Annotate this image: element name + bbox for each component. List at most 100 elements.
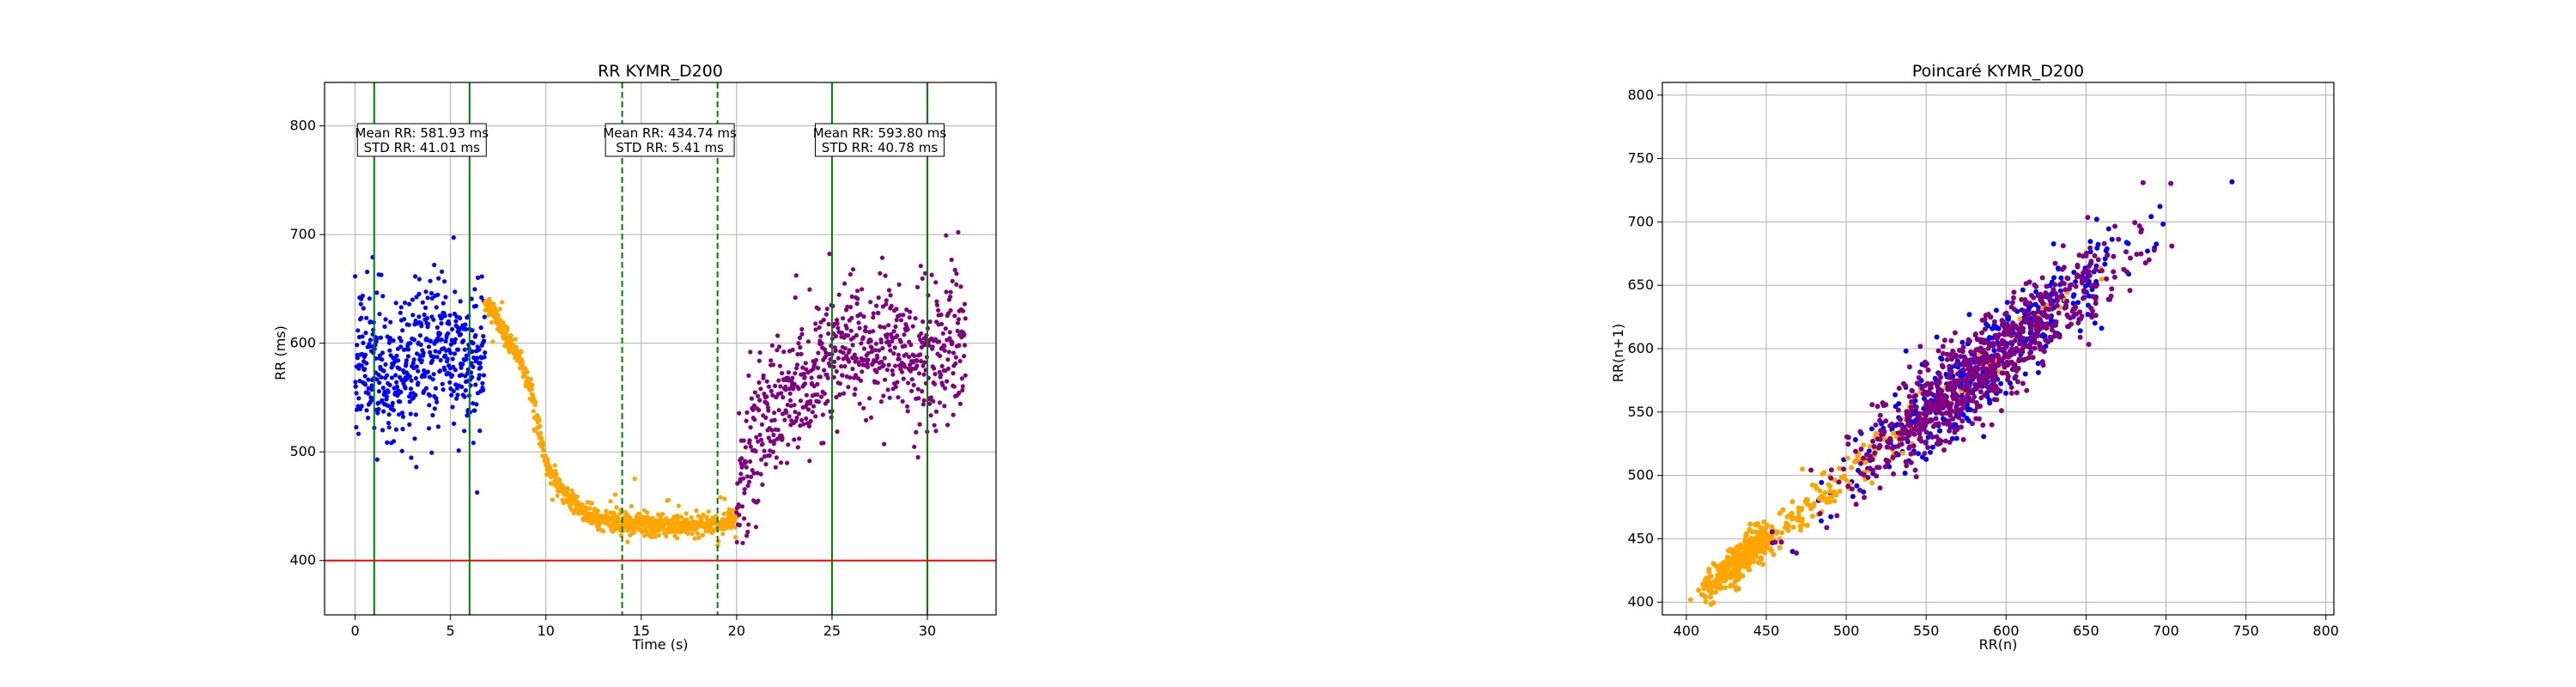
rr-point bbox=[447, 313, 453, 318]
poincare-point bbox=[1972, 355, 1978, 361]
rr-point bbox=[537, 418, 542, 423]
poincare-point bbox=[2014, 390, 2020, 396]
rr-point bbox=[366, 391, 371, 396]
poincare-point bbox=[1845, 483, 1851, 489]
poincare-point bbox=[1995, 335, 2001, 341]
poincare-point bbox=[1959, 399, 1965, 405]
poincare-point bbox=[2005, 331, 2011, 337]
poincare-point bbox=[1857, 429, 1863, 435]
rr-point bbox=[746, 373, 751, 378]
rr-point bbox=[408, 411, 413, 416]
rr-point bbox=[841, 356, 846, 362]
poincare-point bbox=[1769, 524, 1775, 530]
poincare-point bbox=[2052, 260, 2058, 266]
poincare-point bbox=[1923, 456, 1929, 462]
rr-point bbox=[834, 368, 839, 374]
rr-point bbox=[908, 342, 914, 348]
poincare-point bbox=[1900, 435, 1906, 441]
rr-point bbox=[902, 344, 908, 349]
rr-point bbox=[736, 502, 741, 508]
rr-point bbox=[426, 344, 432, 350]
poincare-point bbox=[1884, 444, 1890, 450]
poincare-point bbox=[1973, 416, 1979, 422]
rr-point bbox=[428, 393, 433, 398]
rr-point bbox=[737, 513, 742, 518]
poincare-point bbox=[1784, 514, 1790, 520]
poincare-point bbox=[1789, 499, 1795, 505]
rr-point bbox=[890, 338, 895, 344]
rr-point bbox=[835, 356, 841, 361]
rr-point bbox=[490, 339, 495, 344]
rr-point bbox=[508, 333, 513, 338]
rr-point bbox=[446, 331, 451, 336]
poincare-point bbox=[1887, 438, 1893, 444]
rr-points bbox=[353, 229, 968, 549]
rr-point bbox=[810, 410, 815, 415]
poincare-point bbox=[2043, 290, 2049, 296]
rr-point bbox=[459, 365, 464, 370]
rr-point bbox=[916, 396, 921, 401]
rr-point bbox=[863, 325, 868, 330]
rr-point bbox=[431, 354, 436, 360]
poincare-point bbox=[1780, 507, 1786, 513]
rr-point bbox=[416, 291, 422, 296]
rr-point bbox=[700, 532, 706, 538]
rr-point bbox=[463, 322, 468, 327]
rr-point bbox=[414, 364, 419, 369]
poincare-point bbox=[1971, 394, 1978, 399]
rr-point bbox=[391, 439, 397, 444]
rr-point bbox=[613, 492, 618, 497]
rr-point bbox=[420, 300, 425, 305]
rr-point bbox=[460, 362, 465, 367]
rr-point bbox=[380, 386, 386, 391]
rr-point bbox=[787, 398, 793, 403]
poincare-point bbox=[1906, 364, 1912, 370]
poincare-point bbox=[2157, 204, 2163, 210]
rr-point bbox=[947, 330, 952, 335]
poincare-point bbox=[2058, 275, 2064, 281]
poincare-point bbox=[2008, 327, 2014, 333]
rr-point bbox=[664, 533, 669, 539]
rr-point bbox=[746, 479, 752, 484]
rr-point bbox=[361, 340, 366, 345]
poincare-point bbox=[1703, 594, 1709, 600]
rr-point bbox=[921, 398, 927, 403]
rr-point bbox=[353, 384, 358, 389]
rr-point bbox=[358, 301, 363, 307]
poincare-point bbox=[1890, 445, 1895, 451]
rr-point bbox=[772, 410, 777, 416]
poincare-point bbox=[2074, 274, 2080, 280]
poincare-point bbox=[1804, 497, 1810, 503]
poincare-point bbox=[1929, 380, 1935, 386]
poincare-point bbox=[2003, 310, 2009, 316]
poincare-point bbox=[1914, 380, 1920, 386]
poincare-point bbox=[1852, 437, 1858, 442]
poincare-point bbox=[2229, 179, 2235, 185]
rr-point bbox=[479, 295, 484, 301]
poincare-point bbox=[2057, 288, 2063, 294]
rr-point bbox=[758, 471, 763, 477]
poincare-point bbox=[1750, 553, 1756, 559]
rr-point bbox=[945, 423, 951, 428]
rr-point bbox=[835, 321, 840, 326]
poincare-point bbox=[2049, 306, 2055, 312]
rr-point bbox=[393, 301, 398, 306]
rr-point bbox=[939, 321, 945, 326]
rr-point bbox=[942, 404, 947, 409]
rr-point bbox=[873, 341, 879, 346]
poincare-point bbox=[2083, 277, 2089, 283]
rr-point bbox=[470, 328, 475, 333]
rr-point bbox=[835, 318, 840, 323]
poincare-point bbox=[2057, 294, 2063, 300]
rr-point bbox=[561, 483, 566, 489]
poincare-point bbox=[1917, 344, 1923, 350]
poincare-point bbox=[2074, 311, 2080, 317]
rr-point bbox=[900, 398, 905, 404]
rr-point bbox=[948, 307, 953, 313]
poincare-point bbox=[1961, 368, 1967, 374]
rr-point bbox=[816, 399, 822, 404]
poincare-point bbox=[1890, 454, 1896, 460]
rr-point bbox=[914, 363, 920, 368]
rr-point bbox=[428, 350, 433, 355]
